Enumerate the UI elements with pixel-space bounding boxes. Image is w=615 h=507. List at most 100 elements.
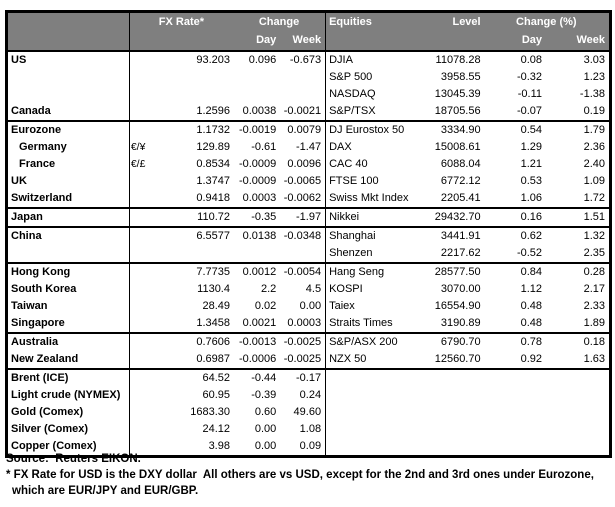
fx-rate-subheader-blank [129,32,234,52]
fx-change-day-cell: 2.2 [260,283,277,295]
instrument-name-cell [6,245,130,263]
fx-rate-cell: 60.95 [202,389,230,401]
fx-change-week-cell [280,245,327,263]
equities-subheader-blank [325,32,427,52]
fx-change-day-cell: 0.0038 [242,105,277,117]
equity-level-cell: 18705.56 [434,105,481,117]
equity-name-cell [325,368,427,387]
equity-change-week-cell: 1.72 [583,192,605,204]
currency-pair-cell [129,51,157,69]
equity-change-week-cell: 1.89 [583,317,605,329]
equity-level-cell: 13045.39 [434,88,481,100]
fx-change-week-cell: -0.17 [280,368,327,387]
equity-name-cell [326,387,427,404]
equity-change-day-cell: 0.48 [520,300,543,312]
fx-name-header-blank [6,11,130,32]
table-row: Australia 0.7606 -0.0013 -0.0025 S&P/ASX… [6,332,611,351]
equity-change-week-cell: 0.19 [583,105,605,117]
equities-week-header: Week [546,32,611,52]
equity-name-cell: DAX [329,141,352,153]
instrument-name-cell: Switzerland [6,190,130,208]
equity-name-cell: Shanghai [325,226,427,245]
equity-level-cell: 3334.90 [426,120,485,139]
currency-pair-cell [129,120,158,139]
fx-rate-cell: 93.203 [196,54,230,66]
table-row: South Korea 1130.4 2.2 4.5 KOSPI 3070.00… [6,281,611,298]
equity-name-cell [326,438,427,457]
equity-name-cell: DJ Eurostox 50 [325,120,427,139]
table-row: Gold (Comex) 1683.30 0.60 49.60 [6,404,611,421]
fx-rate-cell: 1.1732 [157,120,234,139]
instrument-name-cell: Copper (Comex) [6,438,130,457]
equity-name-cell: KOSPI [329,283,363,295]
currency-pair-cell [129,173,157,190]
table-row: S&P 500 3958.55 -0.32 1.23 [6,69,611,86]
equity-change-day-cell [484,368,547,387]
equity-level-cell: 3958.55 [440,71,481,83]
equity-change-week-cell: 1.09 [583,175,605,187]
equity-change-day-cell: -0.11 [517,88,543,100]
fx-change-day-cell [234,245,280,263]
fx-rate-cell: 3.98 [208,440,230,452]
table-row: Switzerland 0.9418 0.0003 -0.0062 Swiss … [6,190,611,208]
fx-change-day-cell: -0.0009 [238,175,277,187]
equity-name-cell: NZX 50 [329,353,367,365]
fx-change-header: Change [233,11,327,32]
equity-level-cell: 6772.12 [440,175,481,187]
fx-rate-cell: 110.72 [157,207,234,227]
currency-pair-cell [129,262,158,281]
fx-rate-cell: 24.12 [202,423,230,435]
fx-change-week-cell: 0.00 [280,298,327,315]
equities-header: Equities [325,11,427,32]
equity-level-cell: 2205.41 [440,192,481,204]
instrument-name-cell [6,69,130,86]
instrument-name-cell: Japan [6,207,130,227]
table-row: Shenzen 2217.62 -0.52 2.35 [6,245,611,263]
fx-change-week-cell: -0.0021 [280,103,327,121]
fx-rate-cell: 1.3747 [196,175,230,187]
instrument-name-cell: Eurozone [6,120,130,139]
table-row: Hong Kong 7.7735 0.0012 -0.0054 Hang Sen… [6,262,611,281]
fx-change-week-cell: 0.24 [280,387,327,404]
table-row: NASDAQ 13045.39 -0.11 -1.38 [6,86,611,103]
equity-name-cell: S&P 500 [329,71,373,83]
equity-change-day-cell: 1.21 [520,158,543,170]
currency-pair-cell [129,315,157,333]
fx-change-week-cell: -0.0025 [280,351,327,369]
currency-pair-cell: €/¥ [130,141,146,153]
equity-name-cell: S&P/ASX 200 [325,332,427,351]
fx-change-week-cell: -1.47 [280,139,327,156]
currency-pair-cell [129,368,158,387]
fx-change-day-cell: 0.0003 [242,192,277,204]
instrument-name-cell: Silver (Comex) [6,421,130,438]
fx-change-day-cell: -0.0006 [238,353,277,365]
table-row: France €/£ 0.8534 -0.0009 0.0096 CAC 40 … [6,156,611,173]
currency-pair-cell [129,226,158,245]
fx-rate-header: FX Rate* [129,11,234,32]
equity-level-cell [426,404,484,421]
fx-change-week-cell: 0.0096 [280,156,327,173]
fx-change-day-cell [234,69,280,86]
table-row: Germany €/¥ 129.89 -0.61 -1.47 DAX 15008… [6,139,611,156]
equity-change-week-cell: 1.63 [583,353,605,365]
equity-name-cell: Taiex [329,300,355,312]
equity-level-cell [426,438,484,457]
equity-change-day-cell: -0.32 [516,71,543,83]
table-row: Brent (ICE) 64.52 -0.44 -0.17 [6,368,611,387]
equities-day-header: Day [484,32,547,52]
equity-change-day-cell: 0.78 [484,332,547,351]
equity-change-day-cell [485,421,546,438]
instrument-name-cell: Canada [6,103,130,121]
fx-change-week-cell [280,69,327,86]
equity-name-cell: Hang Seng [325,262,427,281]
fx-rate-cell: 1130.4 [197,283,230,295]
fx-rate-cell: 1683.30 [190,406,230,418]
table-row: Taiwan 28.49 0.02 0.00 Taiex 16554.90 0.… [6,298,611,315]
table-body: US 93.203 0.096 -0.673 DJIA 11078.28 0.0… [6,51,611,457]
fx-change-day-cell: 0.00 [254,440,277,452]
equity-change-week-cell: 0.28 [546,262,611,281]
table-row: Eurozone 1.1732 -0.0019 0.0079 DJ Eurost… [6,120,611,139]
fx-rate-cell: 1.2596 [196,105,230,117]
fx-change-week-cell: 0.09 [280,438,327,457]
